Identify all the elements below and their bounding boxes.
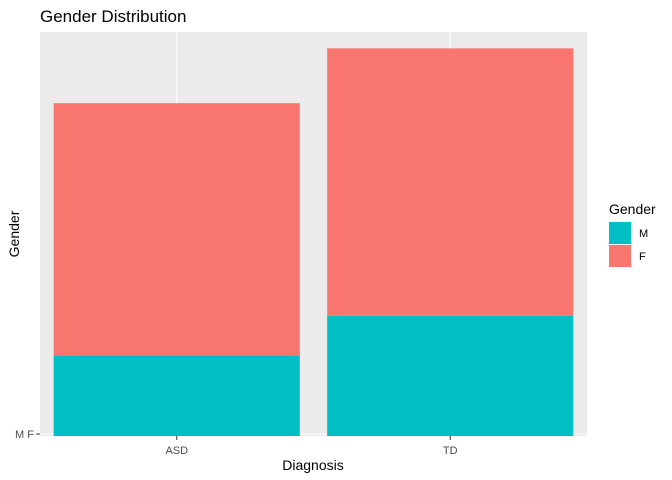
bars — [53, 48, 574, 436]
legend-swatch-m — [609, 222, 631, 244]
x-axis-title: Diagnosis — [282, 457, 343, 473]
chart-title: Gender Distribution — [40, 7, 186, 26]
legend-label-f: F — [639, 251, 646, 263]
x-tick-label: TD — [443, 445, 458, 457]
legend-items: MF — [609, 222, 648, 267]
x-tick-label: ASD — [165, 445, 188, 457]
axes: ASD TD M F — [15, 429, 458, 457]
bar-asd-f — [53, 103, 300, 356]
y-tick-label: M F — [15, 429, 34, 441]
bar-asd-m — [53, 355, 300, 436]
bar-td-m — [327, 315, 574, 436]
y-axis-title: Gender — [6, 210, 22, 257]
bar-td-f — [327, 48, 574, 316]
legend: Gender MF — [609, 201, 656, 267]
legend-title: Gender — [609, 201, 656, 217]
legend-swatch-f — [609, 245, 631, 267]
legend-label-m: M — [639, 228, 648, 240]
